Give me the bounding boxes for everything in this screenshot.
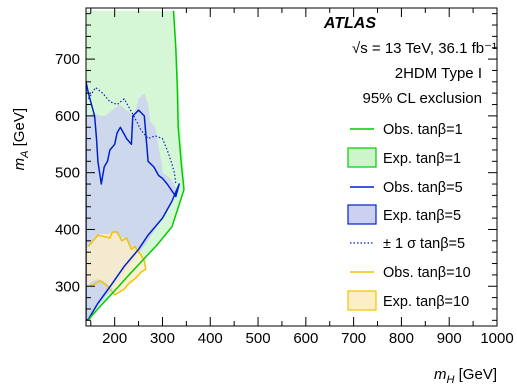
y-tick-label: 400	[55, 221, 80, 238]
legend-swatch-exp-tan-1	[347, 147, 377, 168]
y-tick-label: 600	[55, 108, 80, 125]
confidence-label: 95% CL exclusion	[362, 90, 482, 107]
plot-area	[86, 10, 185, 322]
x-tick-label: 500	[246, 330, 271, 347]
axes: 200 300 400 500 600 700 800 900 1000 300 400 500 600…	[55, 7, 514, 347]
plot-clip-group	[86, 10, 185, 322]
legend-label-exp-tan-10: Exp. tanβ=10	[383, 294, 469, 310]
x-tick-label: 200	[102, 330, 127, 347]
y-tick-label: 500	[55, 165, 80, 182]
x-tick-label: 300	[150, 330, 175, 347]
legend-label-exp-tan-5: Exp. tanβ=5	[383, 208, 461, 224]
annotations: ATLAS √s = 13 TeV, 36.1 fb⁻¹ 2HDM Type I…	[323, 15, 497, 107]
legend-label-obs-tan-1: Obs. tanβ=1	[383, 122, 463, 138]
energy-lumi-label: √s = 13 TeV, 36.1 fb⁻¹	[352, 40, 497, 57]
x-tick-label: 400	[198, 330, 223, 347]
legend-label-obs-tan-5: Obs. tanβ=5	[383, 180, 463, 196]
legend-label-obs-tan-10: Obs. tanβ=10	[383, 265, 471, 281]
y-tick-label: 700	[55, 51, 80, 68]
y-tick-label: 300	[55, 278, 80, 295]
x-tick-label: 900	[437, 330, 462, 347]
legend-label-exp-tan-1: Exp. tanβ=1	[383, 151, 461, 167]
y-axis-label: mA [GeV]	[11, 108, 31, 170]
x-axis-label: mH [GeV]	[434, 366, 497, 386]
x-tick-label: 700	[341, 330, 366, 347]
experiment-label: ATLAS	[323, 15, 376, 32]
line-obs-tan-1	[87, 10, 185, 321]
model-label: 2HDM Type I	[395, 65, 482, 82]
x-tick-label: 800	[389, 330, 414, 347]
line-obs-tan-5	[86, 81, 180, 322]
legend-label-1-tan-5: ± 1 σ tanβ=5	[383, 236, 465, 252]
line-obs-tan-10	[87, 230, 147, 296]
legend: Obs. tanβ=1 Exp. tanβ=1 Obs. tanβ=5 Exp. ta…	[347, 122, 471, 311]
legend-swatch-exp-tan-5	[347, 204, 377, 225]
legend-swatch-exp-tan-10	[347, 290, 377, 311]
plot-frame	[85, 7, 498, 327]
x-tick-label: 1000	[480, 330, 513, 347]
x-tick-label: 600	[293, 330, 318, 347]
